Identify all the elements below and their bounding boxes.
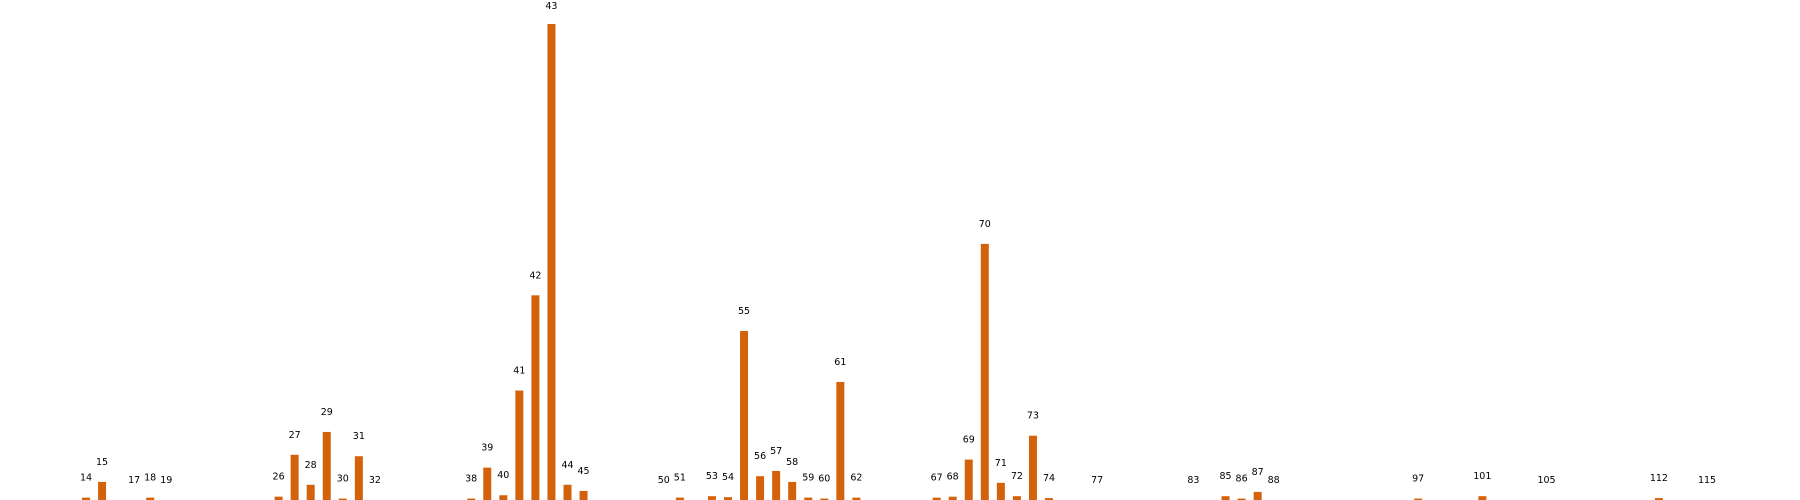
bar-mz-70: [981, 244, 989, 500]
bar-labels-group: 14 15 17 18 19 26 27 28 29 30 31 32 38 39 40 41 42 43 44 45…: [80, 1, 1716, 486]
bar-mz-31: [355, 456, 363, 500]
bar-label-mz-59: 59: [802, 473, 814, 484]
bar-label-mz-112: 112: [1650, 473, 1668, 484]
bar-label-mz-105: 105: [1537, 475, 1555, 486]
bar-mz-73: [1029, 436, 1037, 500]
bar-mz-85: [1222, 496, 1230, 500]
bar-label-mz-68: 68: [947, 472, 959, 483]
bar-label-mz-28: 28: [305, 460, 317, 471]
bar-label-mz-88: 88: [1268, 475, 1280, 486]
bar-label-mz-101: 101: [1473, 471, 1491, 482]
bar-label-mz-45: 45: [578, 466, 590, 477]
bar-mz-45: [580, 491, 588, 500]
bar-label-mz-70: 70: [979, 219, 991, 230]
bar-label-mz-69: 69: [963, 435, 975, 446]
bar-mz-56: [756, 476, 764, 500]
bar-label-mz-31: 31: [353, 431, 365, 442]
bar-label-mz-39: 39: [481, 443, 493, 454]
bar-label-mz-86: 86: [1236, 474, 1248, 485]
bar-mz-71: [997, 483, 1005, 500]
bar-label-mz-61: 61: [834, 357, 846, 368]
bar-label-mz-42: 42: [529, 270, 541, 281]
bar-mz-61: [836, 382, 844, 500]
bar-label-mz-17: 17: [128, 475, 140, 486]
bar-label-mz-115: 115: [1698, 475, 1716, 486]
bar-label-mz-50: 50: [658, 475, 670, 486]
bar-label-mz-57: 57: [770, 446, 782, 457]
bar-label-mz-85: 85: [1220, 471, 1232, 482]
bar-mz-39: [483, 468, 491, 500]
bar-mz-87: [1254, 492, 1262, 500]
bar-label-mz-77: 77: [1091, 475, 1103, 486]
bar-label-mz-56: 56: [754, 451, 766, 462]
bar-label-mz-74: 74: [1043, 473, 1055, 484]
bar-mz-53: [708, 496, 716, 500]
bar-mz-29: [323, 432, 331, 500]
bar-mz-57: [772, 471, 780, 500]
bar-label-mz-83: 83: [1187, 475, 1199, 486]
bar-label-mz-44: 44: [561, 460, 573, 471]
bar-label-mz-38: 38: [465, 474, 477, 485]
bar-label-mz-51: 51: [674, 473, 686, 484]
bar-label-mz-54: 54: [722, 472, 734, 483]
bar-mz-15: [98, 482, 106, 500]
bar-mz-42: [531, 295, 539, 500]
bar-mz-55: [740, 331, 748, 500]
bar-label-mz-41: 41: [513, 366, 525, 377]
bar-label-mz-30: 30: [337, 474, 349, 485]
bar-label-mz-62: 62: [850, 473, 862, 484]
bar-label-mz-71: 71: [995, 458, 1007, 469]
bar-mz-69: [965, 460, 973, 500]
bar-label-mz-32: 32: [369, 475, 381, 486]
bar-label-mz-87: 87: [1252, 467, 1264, 478]
bar-label-mz-27: 27: [289, 430, 301, 441]
bar-mz-44: [564, 485, 572, 500]
bar-label-mz-60: 60: [818, 474, 830, 485]
bar-label-mz-14: 14: [80, 473, 92, 484]
bar-label-mz-15: 15: [96, 457, 108, 468]
bar-label-mz-18: 18: [144, 473, 156, 484]
bar-mz-40: [499, 495, 507, 500]
bar-label-mz-58: 58: [786, 457, 798, 468]
bar-label-mz-72: 72: [1011, 471, 1023, 482]
bar-mz-28: [307, 485, 315, 500]
bars-group: [82, 24, 1663, 500]
bar-label-mz-43: 43: [545, 1, 557, 12]
bar-label-mz-97: 97: [1412, 474, 1424, 485]
bar-label-mz-26: 26: [273, 472, 285, 483]
bar-mz-43: [547, 24, 555, 500]
bar-label-mz-40: 40: [497, 470, 509, 481]
bar-label-mz-19: 19: [160, 475, 172, 486]
bar-label-mz-29: 29: [321, 407, 333, 418]
bar-label-mz-55: 55: [738, 306, 750, 317]
bar-label-mz-73: 73: [1027, 411, 1039, 422]
bar-label-mz-53: 53: [706, 471, 718, 482]
bar-mz-41: [515, 391, 523, 500]
bar-mz-58: [788, 482, 796, 500]
bar-mz-27: [291, 455, 299, 500]
bar-mz-72: [1013, 496, 1021, 500]
bar-label-mz-67: 67: [931, 473, 943, 484]
bar-mz-101: [1478, 496, 1486, 500]
